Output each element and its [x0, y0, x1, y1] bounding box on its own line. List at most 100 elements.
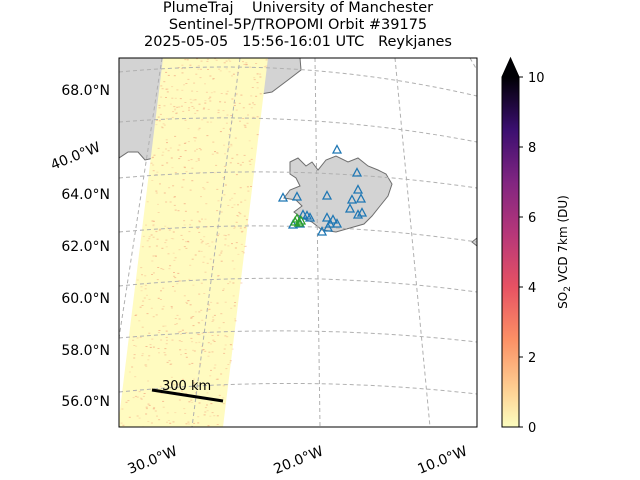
- swath-pixel: [167, 420, 170, 421]
- swath-pixel: [169, 201, 172, 203]
- swath-pixel: [155, 314, 158, 316]
- swath-pixel: [235, 109, 238, 111]
- swath-pixel: [219, 116, 222, 118]
- swath-pixel: [198, 402, 201, 404]
- swath-pixel: [245, 64, 248, 66]
- swath-pixel: [237, 253, 240, 255]
- swath-pixel: [255, 63, 258, 64]
- swath-pixel: [190, 102, 193, 104]
- swath-pixel: [145, 364, 148, 366]
- swath-pixel: [179, 280, 182, 282]
- swath-pixel: [184, 353, 187, 354]
- swath-pixel: [233, 102, 236, 104]
- swath-pixel: [183, 295, 186, 297]
- swath-pixel: [209, 75, 212, 77]
- swath-pixel: [192, 316, 195, 317]
- swath-pixel: [163, 105, 166, 107]
- swath-pixel: [250, 95, 253, 97]
- swath-pixel: [250, 186, 252, 187]
- swath-pixel: [172, 111, 175, 113]
- swath-pixel: [212, 78, 215, 79]
- swath-pixel: [145, 346, 148, 347]
- swath-pixel: [202, 187, 205, 189]
- swath-pixel: [229, 360, 232, 362]
- swath-pixel: [151, 274, 153, 275]
- swath-pixel: [152, 408, 155, 410]
- swath-pixel: [204, 271, 207, 273]
- swath-pixel: [256, 134, 259, 136]
- swath-pixel: [238, 102, 241, 104]
- swath-pixel: [181, 89, 184, 91]
- swath-pixel: [191, 167, 194, 169]
- swath-pixel: [213, 172, 216, 174]
- swath-pixel: [180, 234, 183, 236]
- swath-pixel: [141, 274, 143, 276]
- swath-pixel: [163, 192, 166, 194]
- volcano-marker: [321, 190, 333, 200]
- swath-pixel: [165, 88, 168, 90]
- swath-pixel: [166, 91, 169, 93]
- swath-pixel: [161, 247, 164, 249]
- swath-pixel: [158, 352, 160, 354]
- swath-pixel: [231, 260, 234, 262]
- swath-pixel: [216, 152, 219, 154]
- swath-pixel: [259, 76, 262, 78]
- swath-pixel: [165, 97, 167, 98]
- swath-pixel: [152, 156, 154, 158]
- volcano-marker: [344, 203, 356, 213]
- swath-pixel: [235, 221, 238, 223]
- swath-pixel: [209, 100, 212, 102]
- swath-pixel: [220, 93, 223, 94]
- swath-pixel: [225, 68, 228, 70]
- swath-pixel: [208, 308, 211, 310]
- swath-pixel: [187, 421, 190, 423]
- swath-pixel: [187, 241, 190, 243]
- swath-pixel: [158, 120, 161, 122]
- swath-pixel: [161, 164, 164, 166]
- swath-pixel: [207, 342, 210, 344]
- swath-pixel: [246, 186, 249, 188]
- swath-pixel: [173, 204, 176, 206]
- swath-pixel: [206, 121, 209, 123]
- swath-pixel: [178, 144, 181, 146]
- swath-pixel: [198, 250, 201, 252]
- swath-pixel: [256, 87, 259, 89]
- swath-pixel: [157, 212, 160, 213]
- swath-pixel: [211, 351, 214, 353]
- swath-pixel: [160, 126, 163, 128]
- swath-pixel: [208, 304, 210, 306]
- swath-pixel: [217, 233, 220, 235]
- colorbar-tick-label: 8: [528, 141, 536, 156]
- swath-pixel: [163, 352, 166, 354]
- swath-pixel: [212, 319, 215, 321]
- swath-pixel: [242, 61, 244, 63]
- swath-pixel: [168, 229, 171, 231]
- swath-pixel: [197, 65, 200, 67]
- swath-pixel: [175, 112, 178, 114]
- swath-pixel: [222, 397, 225, 399]
- swath-pixel: [195, 160, 198, 162]
- swath-pixel: [171, 86, 174, 88]
- swath-pixel: [178, 280, 181, 282]
- swath-pixel: [141, 246, 144, 248]
- swath-pixel: [144, 288, 147, 290]
- swath-pixel: [160, 268, 163, 270]
- swath-pixel: [222, 385, 225, 387]
- swath-pixel: [139, 397, 142, 399]
- swath-pixel: [198, 221, 201, 223]
- swath-pixel: [196, 110, 199, 112]
- swath-pixel: [157, 332, 160, 333]
- swath-pixel: [168, 187, 171, 189]
- swath-pixel: [229, 344, 232, 345]
- swath-pixel: [181, 64, 184, 66]
- swath-pixel: [200, 309, 203, 311]
- swath-pixel: [136, 279, 139, 281]
- swath-pixel: [243, 246, 246, 247]
- swath-pixel: [157, 203, 159, 205]
- swath-pixel: [234, 320, 237, 322]
- swath-pixel: [239, 213, 242, 215]
- swath-pixel: [226, 336, 229, 338]
- swath-pixel: [198, 231, 201, 233]
- swath-pixel: [173, 290, 176, 292]
- swath-pixel: [177, 149, 180, 151]
